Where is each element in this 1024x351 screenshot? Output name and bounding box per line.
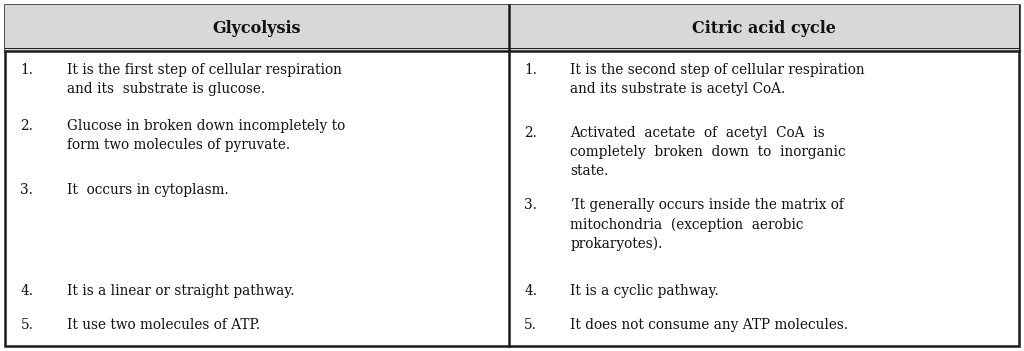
Text: 2.: 2. [524,126,538,140]
Text: 1.: 1. [20,63,34,77]
Bar [509,5,1019,51]
Text: It is the second step of cellular respiration
and its substrate is acetyl CoA.: It is the second step of cellular respir… [570,63,865,96]
Text: It is a cyclic pathway.: It is a cyclic pathway. [570,284,719,298]
Bar [5,5,509,51]
Text: Glycolysis: Glycolysis [213,20,301,37]
Text: 1.: 1. [524,63,538,77]
Text: It does not consume any ATP molecules.: It does not consume any ATP molecules. [570,318,849,332]
Text: It  occurs in cytoplasm.: It occurs in cytoplasm. [67,183,228,197]
Text: 5.: 5. [524,318,538,332]
Text: It is a linear or straight pathway.: It is a linear or straight pathway. [67,284,294,298]
Text: Glucose in broken down incompletely to
form two molecules of pyruvate.: Glucose in broken down incompletely to f… [67,119,345,152]
Text: 5.: 5. [20,318,34,332]
Text: 3.: 3. [524,198,538,212]
Text: 2.: 2. [20,119,34,133]
Text: It use two molecules of ATP.: It use two molecules of ATP. [67,318,260,332]
Text: Citric acid cycle: Citric acid cycle [692,20,836,37]
Text: ʼIt generally occurs inside the matrix of
mitochondria  (exception  aerobic
prok: ʼIt generally occurs inside the matrix o… [570,198,844,251]
Text: Activated  acetate  of  acetyl  CoA  is
completely  broken  down  to  inorganic
: Activated acetate of acetyl CoA is compl… [570,126,846,178]
Text: 3.: 3. [20,183,34,197]
Text: 4.: 4. [524,284,538,298]
Text: It is the first step of cellular respiration
and its  substrate is glucose.: It is the first step of cellular respira… [67,63,341,96]
Text: 4.: 4. [20,284,34,298]
